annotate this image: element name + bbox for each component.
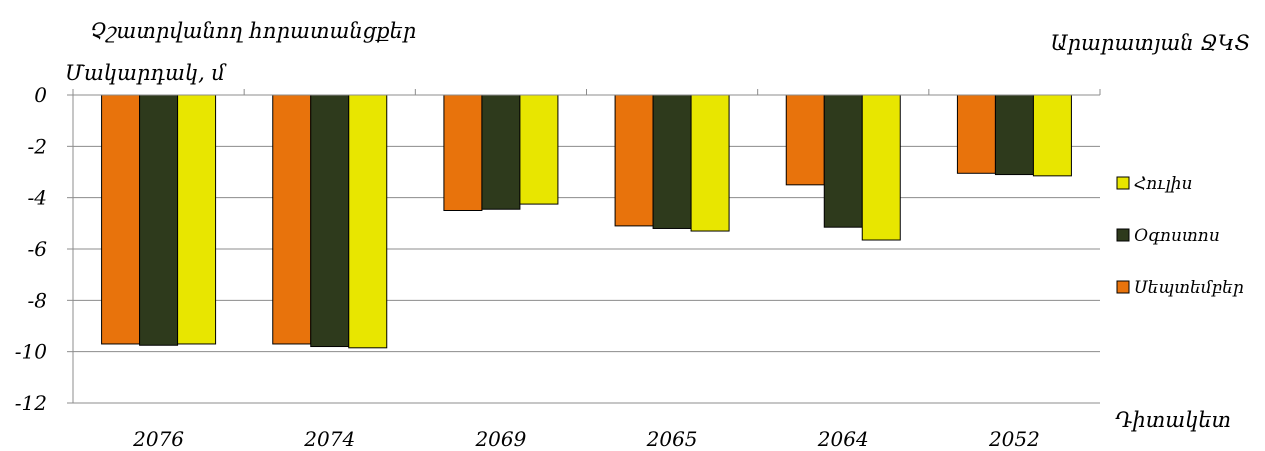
chart-title: Արարատյան ՋԿՏ bbox=[1050, 31, 1250, 55]
bar bbox=[690, 94, 730, 232]
x-tick-label: 2069 bbox=[474, 427, 526, 451]
bar bbox=[310, 94, 350, 348]
bar bbox=[1032, 94, 1072, 177]
gridlines bbox=[73, 94, 1100, 404]
bar bbox=[861, 94, 901, 241]
bar bbox=[614, 94, 654, 227]
bar bbox=[101, 94, 141, 345]
bar bbox=[272, 94, 312, 345]
legend-swatch bbox=[1116, 176, 1130, 190]
bar bbox=[956, 94, 996, 174]
y-tick-label: -6 bbox=[28, 237, 48, 261]
bar bbox=[823, 94, 863, 228]
legend-label: Սեպտեմբեր bbox=[1134, 278, 1244, 298]
legend-swatch bbox=[1116, 228, 1130, 242]
x-tick-label: 2052 bbox=[988, 427, 1040, 451]
y-axis-label: Մակարդակ, մ bbox=[65, 61, 227, 85]
chart-subtitle: Չշատրվանող հորատանցքեր bbox=[90, 19, 416, 43]
bar bbox=[348, 94, 388, 349]
x-axis-ticks: 2076 2074 2069 2065 2064 2052 bbox=[132, 427, 1040, 451]
x-tick-label: 2065 bbox=[646, 427, 698, 451]
bar bbox=[139, 94, 179, 346]
x-axis-label: Դիտակետ bbox=[1115, 408, 1231, 432]
legend-label: Օգոստոս bbox=[1134, 226, 1220, 246]
bar bbox=[443, 94, 483, 211]
bar bbox=[652, 94, 692, 229]
y-tick-label: -4 bbox=[28, 186, 47, 210]
y-axis-ticks: 0 -2 -4 -6 -8 -10 -12 bbox=[15, 83, 73, 415]
bars bbox=[101, 94, 1072, 349]
legend-label: Հուլիս bbox=[1134, 174, 1192, 194]
x-tick-label: 2076 bbox=[132, 427, 184, 451]
y-tick-label: -12 bbox=[15, 391, 47, 415]
x-tick-label: 2064 bbox=[817, 427, 869, 451]
bar bbox=[481, 94, 521, 210]
y-tick-label: 0 bbox=[34, 83, 47, 107]
y-tick-label: -2 bbox=[28, 134, 47, 158]
y-tick-label: -8 bbox=[28, 288, 47, 312]
axes bbox=[72, 89, 1101, 403]
legend: Հուլիս Օգոստոս Սեպտեմբեր bbox=[1116, 174, 1244, 298]
x-tick-label: 2074 bbox=[303, 427, 355, 451]
bar bbox=[519, 94, 559, 205]
bar bbox=[785, 94, 825, 186]
y-tick-label: -10 bbox=[15, 340, 47, 364]
bar bbox=[994, 94, 1034, 176]
bar bbox=[177, 94, 217, 345]
legend-swatch bbox=[1116, 280, 1130, 294]
